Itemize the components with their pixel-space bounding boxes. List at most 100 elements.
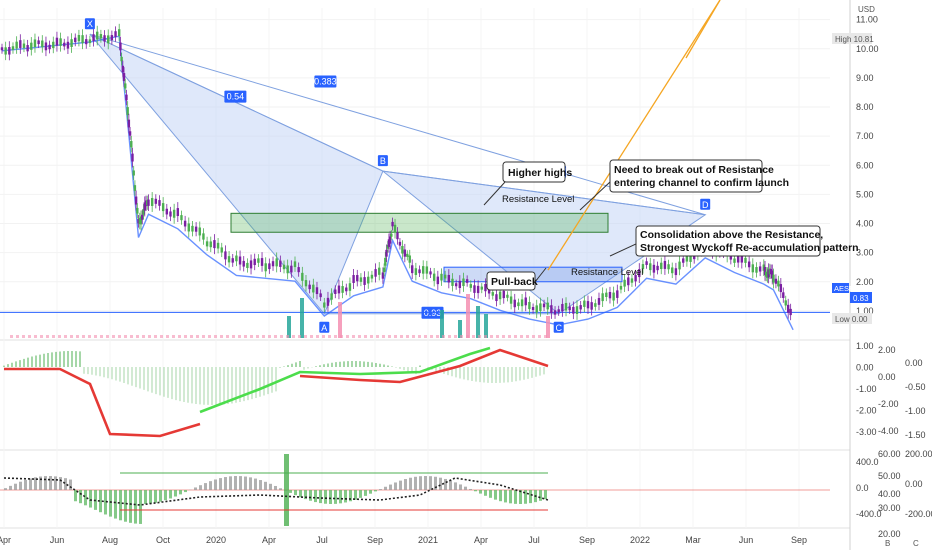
volume-bar	[292, 335, 295, 338]
candle	[409, 255, 411, 262]
seq-bar	[264, 482, 267, 490]
candle	[583, 301, 585, 307]
candle	[510, 296, 512, 303]
candle	[188, 223, 190, 231]
volume-bar	[514, 335, 517, 338]
osc-y-tick: 1.00	[856, 341, 874, 351]
seq-bar	[274, 486, 277, 490]
y-tick-label: 2.00	[856, 277, 874, 287]
volume-bar	[310, 335, 313, 338]
seq-bar	[419, 476, 422, 490]
candle	[675, 268, 677, 275]
candle	[301, 273, 303, 281]
candle	[162, 203, 164, 211]
seq-bar	[399, 481, 402, 490]
volume-bar	[466, 335, 469, 338]
volume-bar	[184, 335, 187, 338]
volume-bar	[502, 335, 505, 338]
candle	[327, 298, 329, 306]
seq-bar	[494, 490, 497, 500]
candle	[660, 263, 662, 269]
volume-bar	[300, 298, 304, 338]
candle	[235, 256, 237, 262]
candle	[590, 302, 592, 310]
candle	[118, 29, 120, 36]
x-tick-label: Apr	[262, 535, 276, 545]
seq-bar	[429, 476, 432, 490]
candle	[787, 305, 789, 313]
seq-bar	[4, 488, 7, 490]
candle	[338, 286, 340, 294]
candle	[399, 242, 401, 246]
seq-bar	[154, 490, 157, 503]
candle	[682, 258, 684, 262]
candle	[286, 265, 288, 273]
candle	[272, 261, 274, 266]
volume-bar	[280, 335, 283, 338]
footer-c[interactable]: C	[913, 539, 919, 548]
candle	[124, 83, 126, 88]
volume-bar	[232, 335, 235, 338]
x-tick-label: Jul	[528, 535, 540, 545]
seq-bar	[479, 490, 482, 494]
candle	[100, 34, 102, 38]
volume-bar	[58, 335, 61, 338]
candle	[89, 39, 91, 43]
seq-bar	[299, 490, 302, 497]
volume-bar	[334, 335, 337, 338]
candle	[499, 292, 501, 300]
candle	[561, 304, 563, 311]
osc-y-tick-right2: -1.50	[905, 430, 926, 440]
seq-bar	[484, 490, 487, 496]
seq-bar	[199, 485, 202, 490]
candle	[653, 265, 655, 273]
candle	[349, 283, 351, 291]
volume-bar	[430, 335, 433, 338]
volume-bar	[106, 335, 109, 338]
seq-bar	[509, 490, 512, 503]
osc-y-tick: 0.00	[856, 363, 874, 373]
candle	[334, 290, 336, 294]
candle	[352, 275, 354, 283]
seq-bar	[474, 490, 477, 491]
candle	[401, 246, 403, 254]
y-tick-label: 7.00	[856, 131, 874, 141]
candle	[243, 261, 245, 267]
candle	[45, 42, 47, 50]
volume-bar	[160, 335, 163, 338]
candle	[733, 258, 735, 262]
candle	[406, 254, 408, 257]
candle	[257, 258, 259, 262]
ticker-badge: AESE	[832, 283, 854, 293]
candle	[195, 227, 197, 232]
candle	[19, 40, 21, 48]
candle	[67, 42, 69, 49]
y-tick-label: 6.00	[856, 160, 874, 170]
svg-text:High 10.81: High 10.81	[835, 35, 874, 44]
candle	[521, 299, 523, 306]
volume-bar	[478, 335, 481, 338]
candle	[744, 258, 746, 263]
volume-bar	[400, 335, 403, 338]
candle	[411, 265, 413, 273]
volume-bar	[406, 335, 409, 338]
osc-y-tick-right: 2.00	[878, 345, 896, 355]
volume-bar	[286, 335, 289, 338]
volume-bar	[546, 316, 550, 338]
candle	[26, 45, 28, 51]
seq-bar	[394, 482, 397, 490]
candle	[422, 266, 424, 274]
candle	[4, 47, 6, 54]
candle	[678, 262, 680, 270]
footer-b[interactable]: B	[885, 539, 890, 548]
seq-bar	[179, 490, 182, 494]
candle	[308, 285, 310, 289]
volume-bar	[130, 335, 133, 338]
volume-bar	[100, 335, 103, 338]
harmonic-point-label: D	[702, 200, 709, 210]
volume-bar	[220, 335, 223, 338]
volume-bar	[388, 335, 391, 338]
seq-bar	[314, 490, 317, 502]
svg-text:entering channel to confirm la: entering channel to confirm launch	[614, 177, 789, 189]
candle	[261, 258, 263, 266]
